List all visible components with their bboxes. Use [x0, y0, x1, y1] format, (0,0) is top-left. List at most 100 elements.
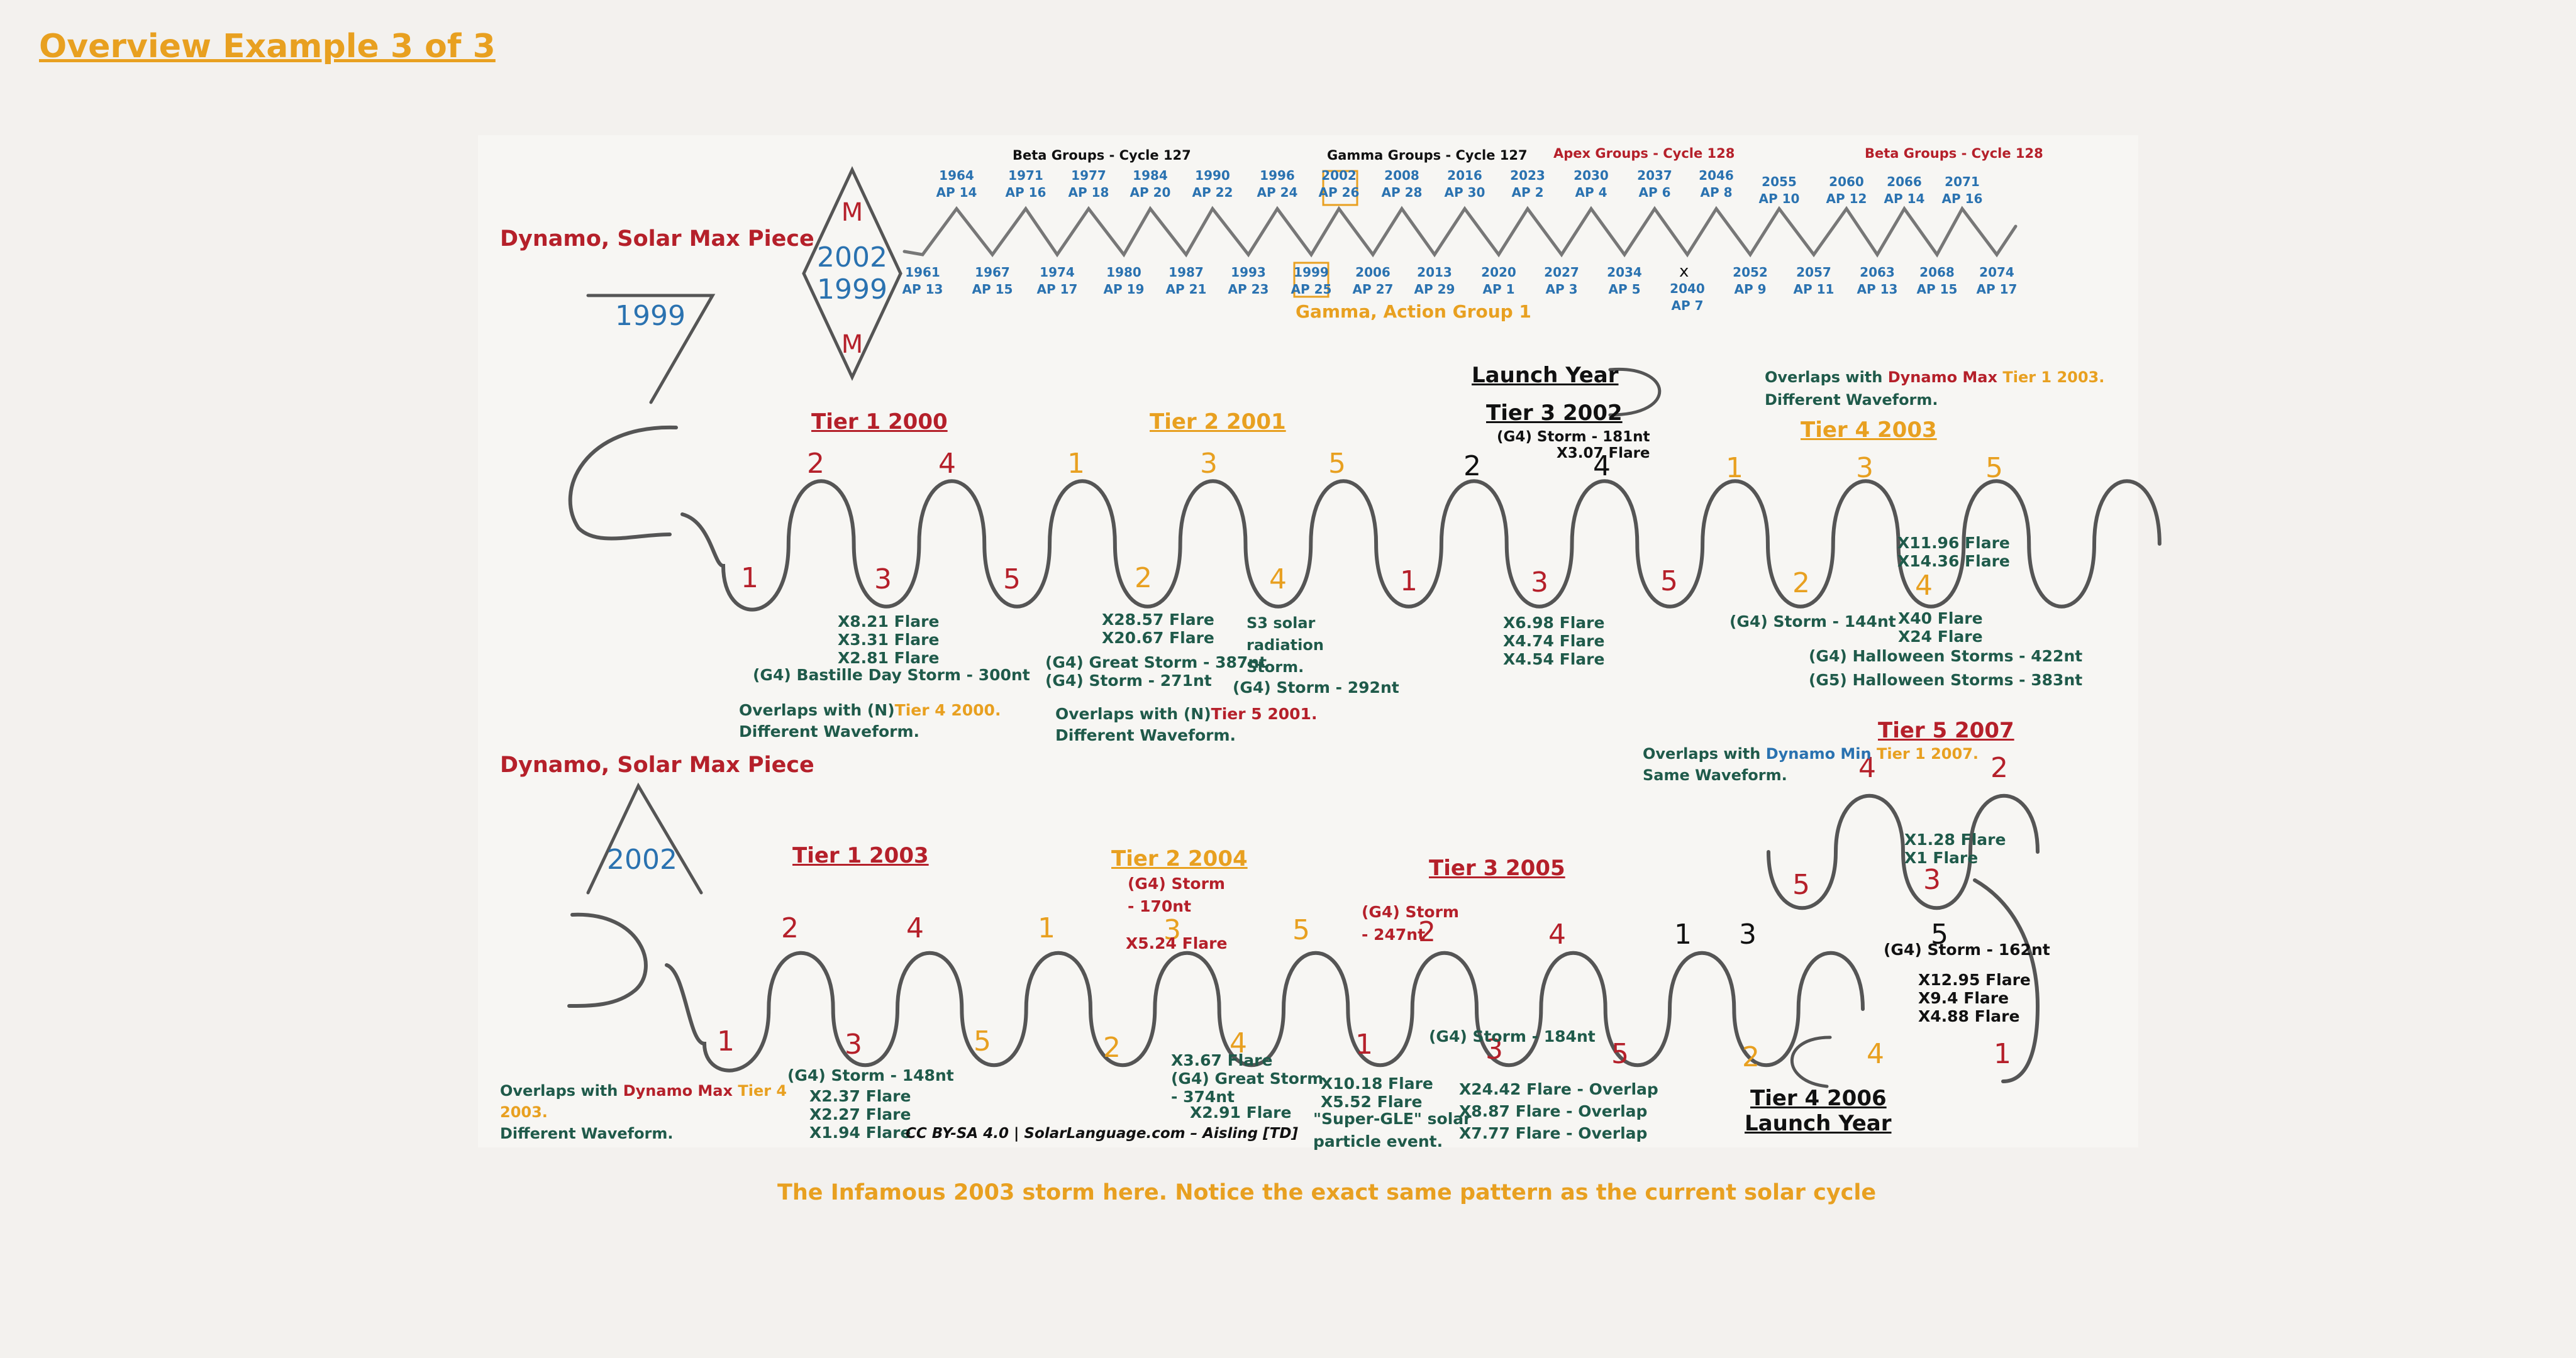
cycle-number: 1: [1726, 452, 1743, 484]
cycle-number: 5: [974, 1025, 991, 1057]
header-apex-128: Apex Groups - Cycle 128: [1553, 146, 1735, 161]
timeline-trough-year: 1974: [1040, 265, 1075, 280]
s1-ann-tier2-flares: X28.57 Flare X20.67 Flare: [1102, 610, 1214, 647]
s2-ann-overlap-flares: X24.42 Flare - Overlap X8.87 Flare - Ove…: [1459, 1080, 1658, 1142]
cycle-number: 1: [1038, 912, 1055, 944]
cycle-number: 3: [1531, 566, 1548, 599]
wave-top: [680, 479, 2162, 612]
timeline-trough-ap: AP 1: [1482, 282, 1515, 297]
cycle-number: 1: [1067, 448, 1085, 480]
timeline-trough-ap: AP 23: [1228, 282, 1269, 297]
timeline-peak-year: 2008: [1384, 168, 1419, 183]
wave-bottom: [665, 951, 1865, 1073]
header-beta-128: Beta Groups - Cycle 128: [1865, 146, 2043, 161]
cycle-number: 2: [1742, 1041, 1760, 1073]
paper-sheet: [478, 135, 2138, 1147]
s1-ann-storm-144: (G4) Storm - 144nt: [1729, 612, 1896, 631]
timeline-trough-ap: AP 7: [1671, 298, 1704, 313]
cycle-number: 4: [1593, 450, 1611, 482]
s1-overlap-b: Overlaps with (N)Tier 5 2001.: [1055, 705, 1317, 724]
triangle-down-1999: [586, 294, 716, 404]
s2-ann-tier5-flares-b: X1.28 Flare X1 Flare: [1904, 831, 2006, 867]
timeline-trough-ap: AP 11: [1793, 282, 1835, 297]
cycle-number: 5: [1792, 869, 1810, 901]
s2-overlap-min: Overlaps with Dynamo Min Tier 1 2007.: [1643, 745, 1979, 763]
timeline-trough-year: 1961: [905, 265, 940, 280]
s2-ann-storm-170: (G4) Storm - 170nt: [1128, 875, 1225, 916]
timeline-peak-ap: AP 2: [1511, 185, 1544, 200]
timeline-trough-year: 2020: [1481, 265, 1516, 280]
timeline-peak-ap: AP 14: [1884, 191, 1925, 206]
timeline-trough-year: 2034: [1607, 265, 1642, 280]
timeline-trough-year: 1967: [975, 265, 1010, 280]
highlight-box-1999: [1293, 262, 1330, 298]
section2-tier2: Tier 2 2004: [1111, 846, 1248, 871]
timeline-trough-year: 1993: [1231, 265, 1266, 280]
triangle-up-2002: [586, 782, 703, 895]
cycle-number: 5: [1328, 448, 1346, 480]
cycle-number: 4: [1867, 1038, 1884, 1070]
s1-ann-tier1-flares: X8.21 Flare X3.31 Flare X2.81 Flare: [838, 612, 940, 667]
launch-hook-bottom: [1790, 1035, 1832, 1088]
timeline-trough-ap: AP 13: [1857, 282, 1898, 297]
overlap-tier4-text: Overlaps with: [1765, 368, 1888, 386]
cycle-number: 3: [1739, 919, 1757, 951]
timeline-trough-year: 2013: [1417, 265, 1452, 280]
cycle-number: 2: [1135, 562, 1152, 594]
s2-ann-x524: X5.24 Flare: [1126, 934, 1228, 952]
timeline-peak-year: 2046: [1699, 168, 1734, 183]
cycle-number: 2: [1463, 450, 1481, 482]
s2-overlap-max-waveform: Different Waveform.: [500, 1125, 674, 1142]
timeline-trough-year: 2057: [1796, 265, 1831, 280]
s2-ann-storm-162: (G4) Storm - 162nt: [1884, 941, 2050, 959]
credit-line: CC BY-SA 4.0 | SolarLanguage.com – Aisli…: [906, 1125, 1298, 1142]
cycle-number: 5: [1003, 563, 1021, 595]
timeline-trough-ap: AP 17: [1976, 282, 2018, 297]
timeline-peak-ap: AP 8: [1700, 185, 1733, 200]
cycle-number: 4: [1269, 563, 1287, 595]
s2-ann-tier1-flares: X2.37 Flare X2.27 Flare X1.94 Flare: [809, 1087, 911, 1142]
s1-ann-s3: S3 solar radiation Storm.: [1246, 614, 1324, 676]
s2-ann-storm-184: (G4) Storm - 184nt: [1429, 1027, 1596, 1046]
timeline-peak-ap: AP 18: [1068, 185, 1109, 200]
s2-ann-storm-247: (G4) Storm - 247nt: [1362, 903, 1459, 944]
cycle-number: 1: [1355, 1029, 1373, 1061]
section1-tier4: Tier 4 2003: [1801, 417, 1937, 443]
timeline-peak-ap: AP 30: [1444, 185, 1485, 200]
section2-tier5: Tier 5 2007: [1878, 718, 2014, 743]
overlap-tier4-tier: Tier 1 2003.: [1997, 368, 2105, 386]
tier5-return: [1973, 878, 2040, 1083]
timeline-peak-ap: AP 4: [1575, 185, 1607, 200]
s1-overlap-b-text: Overlaps with (N): [1055, 705, 1211, 723]
cycle-number: 1: [1994, 1038, 2011, 1070]
section2-label: Dynamo, Solar Max Piece: [500, 753, 814, 778]
s2-overlap-min-text: Overlaps with: [1643, 745, 1766, 763]
timeline-peak-year: 2071: [1945, 174, 1980, 189]
timeline-trough-ap: AP 15: [972, 282, 1013, 297]
s1-overlap-b-tier: Tier 5 2001.: [1211, 705, 1318, 723]
timeline-peak-year: 2060: [1829, 174, 1864, 189]
timeline-trough-ap: AP 9: [1734, 282, 1767, 297]
hook-top: [568, 425, 678, 541]
timeline-x-mark: x: [1679, 262, 1689, 281]
cycle-number: 3: [874, 563, 892, 595]
overlap-tier4-dynamo: Dynamo Max: [1887, 368, 1997, 386]
cycle-number: 3: [1856, 452, 1874, 484]
timeline-peak-ap: AP 14: [936, 185, 977, 200]
s2-overlap-min-waveform: Same Waveform.: [1643, 766, 1787, 784]
section1-tier3-note: (G4) Storm - 181nt X3.07 Flare: [1497, 429, 1650, 462]
timeline-trough-year: 1999: [1294, 265, 1329, 280]
wave-tier5: [1767, 793, 2040, 910]
cycle-number: 1: [1674, 919, 1692, 951]
s2-overlap-max-text: Overlaps with: [500, 1082, 623, 1100]
timeline-trough-ap: AP 21: [1165, 282, 1207, 297]
cycle-number: 2: [807, 448, 824, 480]
cycle-number: 3: [1200, 448, 1218, 480]
diamond-years: 2002 1999: [817, 241, 887, 306]
timeline-trough-year: 2074: [1979, 265, 2014, 280]
section1-tier1: Tier 1 2000: [811, 409, 948, 434]
cycle-number: 3: [845, 1029, 862, 1061]
timeline-peak-year: 2030: [1574, 168, 1609, 183]
